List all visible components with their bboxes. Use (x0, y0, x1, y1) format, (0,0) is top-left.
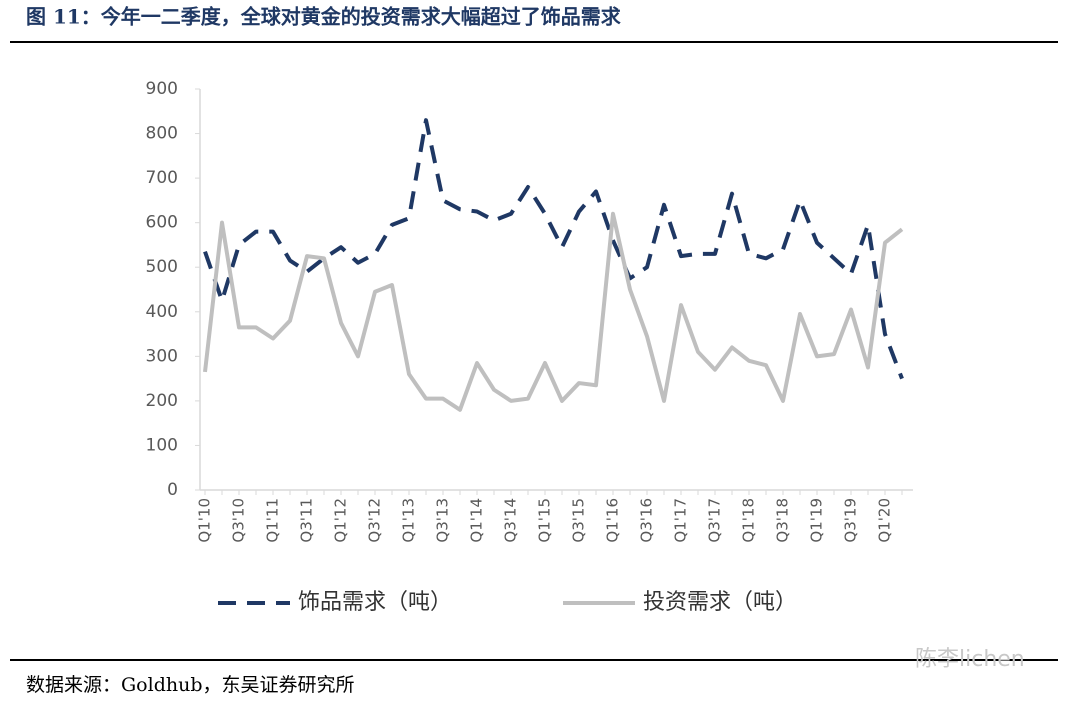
watermark: 陈李lichen (915, 647, 1025, 672)
y-tick-label: 300 (146, 346, 178, 366)
x-tick-label: Q3'17 (706, 498, 724, 543)
source: 数据来源：Goldhub，东吴证券研究所 (26, 674, 355, 696)
x-tick-label: Q1'16 (604, 498, 622, 543)
x-tick-label: Q1'12 (332, 498, 350, 543)
x-tick-label: Q3'10 (230, 498, 248, 543)
x-tick-label: Q3'16 (638, 498, 656, 543)
x-tick-label: Q1'13 (400, 498, 418, 543)
legend-label: 饰品需求（吨） (298, 590, 452, 615)
x-tick-label: Q1'15 (536, 498, 554, 543)
x-tick-label: Q3'12 (366, 498, 384, 543)
x-tick-label: Q1'18 (740, 498, 758, 543)
x-tick-label: Q1'19 (808, 498, 826, 543)
y-tick-label: 700 (146, 168, 178, 188)
series-line (203, 118, 904, 380)
y-tick-label: 600 (146, 213, 178, 233)
chart-title: 图 11：今年一二季度，全球对黄金的投资需求大幅超过了饰品需求 (26, 5, 622, 29)
y-tick-label: 500 (146, 257, 178, 277)
x-tick-label: Q3'14 (502, 498, 520, 543)
y-tick-label: 100 (146, 435, 178, 455)
x-tick-label: Q3'19 (842, 498, 860, 543)
x-tick-label: Q3'18 (774, 498, 792, 543)
y-tick-label: 800 (146, 124, 178, 144)
legend-label: 投资需求（吨） (643, 590, 797, 615)
y-tick-label: 400 (146, 302, 178, 322)
x-tick-label: Q3'13 (434, 498, 452, 543)
x-tick-label: Q1'11 (264, 498, 282, 543)
x-tick-label: Q1'14 (468, 498, 486, 543)
x-tick-label: Q3'11 (298, 498, 316, 543)
x-tick-label: Q3'15 (570, 498, 588, 543)
x-tick-label: Q1'17 (672, 498, 690, 543)
x-tick-label: Q1'10 (196, 498, 214, 543)
y-tick-label: 0 (167, 480, 178, 500)
y-tick-label: 200 (146, 391, 178, 411)
x-tick-label: Q1'20 (876, 498, 894, 543)
series-line (203, 211, 904, 412)
y-tick-label: 900 (146, 79, 178, 99)
